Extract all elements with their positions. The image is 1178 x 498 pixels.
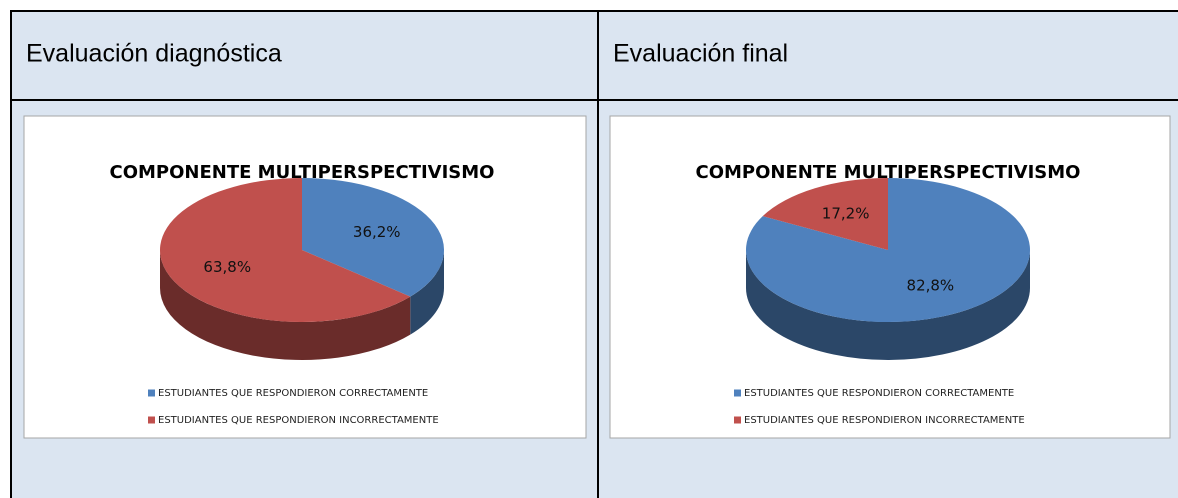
pie-side: [746, 250, 1030, 360]
pie-slice: [160, 178, 411, 322]
pie-side: [160, 250, 411, 361]
header-cell: Evaluación final: [613, 40, 788, 68]
legend-label: ESTUDIANTES QUE RESPONDIERON INCORRECTAM…: [158, 415, 439, 426]
legend-swatch: [148, 389, 155, 397]
chart-title: COMPONENTE MULTIPERSPECTIVISMO: [110, 162, 495, 183]
chart-title: COMPONENTE MULTIPERSPECTIVISMO: [696, 162, 1081, 183]
pie-slice: [302, 178, 444, 297]
data-label: 17,2%: [822, 205, 870, 223]
legend-label: ESTUDIANTES QUE RESPONDIERON CORRECTAMEN…: [158, 388, 428, 399]
legend-label: ESTUDIANTES QUE RESPONDIERON CORRECTAMEN…: [744, 388, 1014, 399]
pie-side: [410, 250, 444, 335]
data-label: 82,8%: [907, 276, 955, 294]
header-cell: Evaluación diagnóstica: [26, 40, 282, 68]
pie-slice: [762, 178, 888, 250]
legend-swatch: [148, 416, 155, 424]
legend-swatch: [734, 389, 741, 397]
data-label: 36,2%: [353, 223, 401, 241]
data-label: 63,8%: [203, 258, 251, 276]
legend-label: ESTUDIANTES QUE RESPONDIERON INCORRECTAM…: [744, 415, 1025, 426]
legend-swatch: [734, 416, 741, 424]
